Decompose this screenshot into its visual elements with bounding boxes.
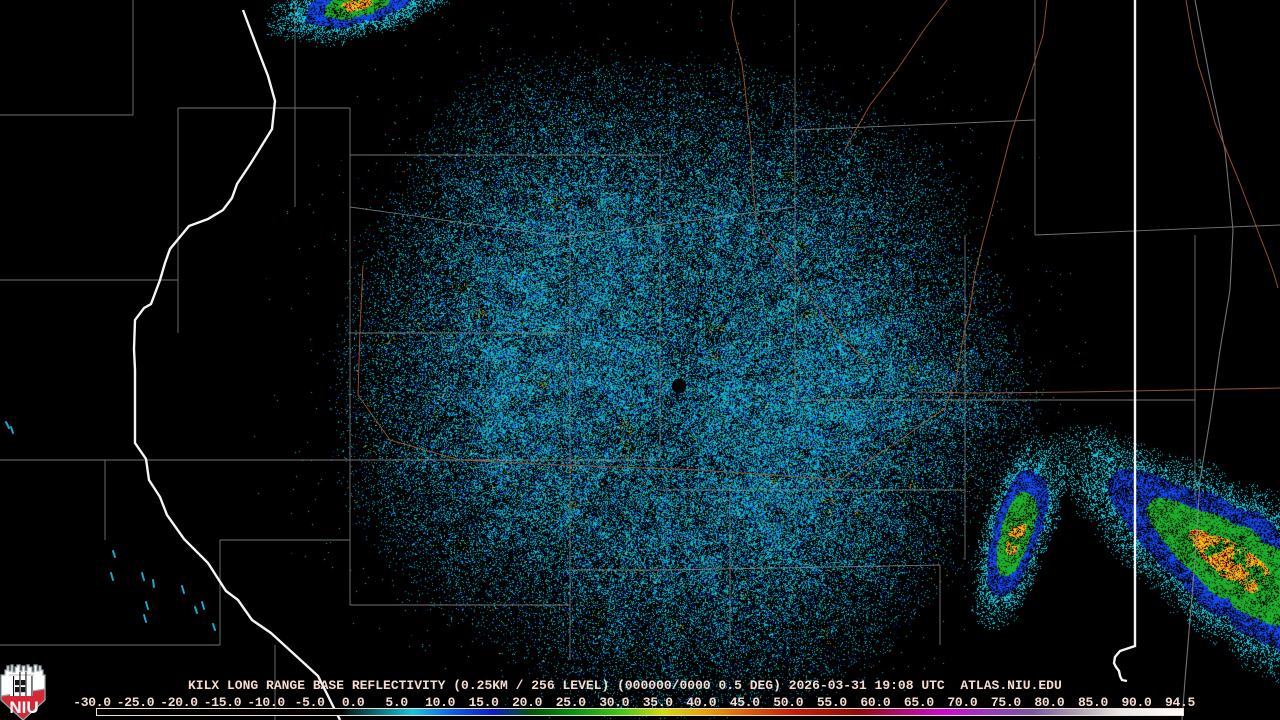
- svg-text:NIU: NIU: [9, 698, 38, 717]
